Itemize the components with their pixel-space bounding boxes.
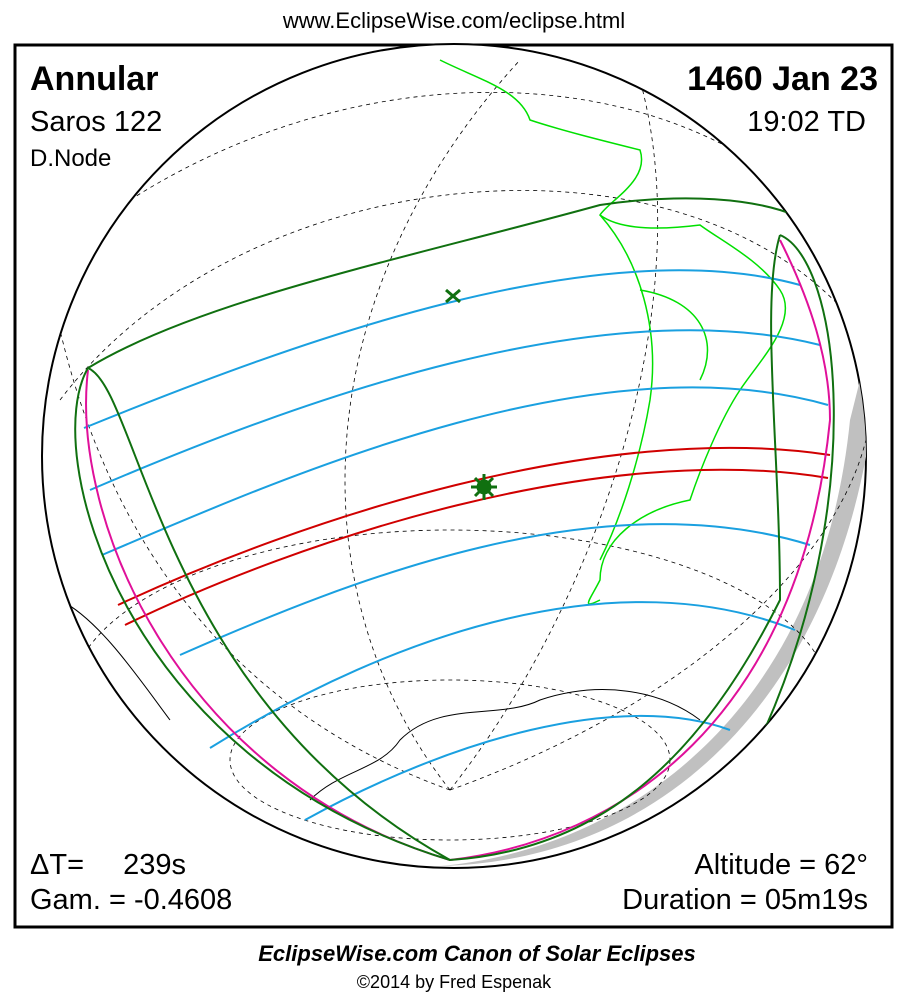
- coastlines: [439, 59, 787, 605]
- magnitude-lines: [83, 269, 829, 821]
- globe-content: [59, 59, 866, 868]
- node: D.Node: [30, 145, 111, 172]
- delta-t-value: 239s: [123, 849, 186, 881]
- delta-t-label: ΔT=: [30, 849, 84, 881]
- footer-title: EclipseWise.com Canon of Solar Eclipses: [258, 941, 696, 966]
- eclipse-type: Annular: [30, 60, 158, 98]
- penumbra-limits: [74, 197, 835, 862]
- altitude: Altitude = 62°: [694, 849, 868, 881]
- central-path: [117, 446, 831, 626]
- date: 1460 Jan 23: [687, 60, 878, 98]
- antarctica: [59, 599, 701, 801]
- time: 19:02 TD: [747, 106, 866, 138]
- duration: Duration = 05m19s: [622, 884, 868, 916]
- footer-credit: ©2014 by Fred Espenak: [357, 972, 552, 992]
- greatest-eclipse-marker: [445, 288, 497, 500]
- gamma: Gam. = -0.4608: [30, 884, 232, 916]
- globe: [41, 43, 867, 869]
- url: www.EclipseWise.com/eclipse.html: [282, 8, 625, 33]
- saros: Saros 122: [30, 106, 162, 138]
